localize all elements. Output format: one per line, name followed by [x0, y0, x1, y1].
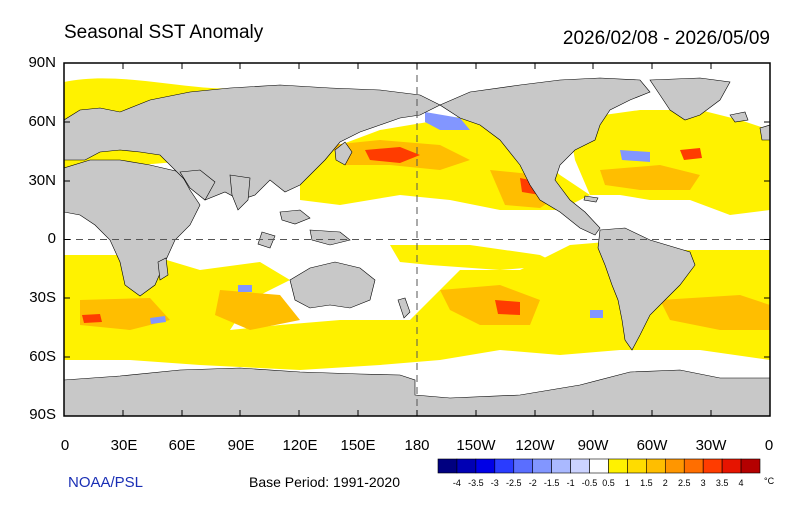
colorbar-swatch [646, 458, 666, 474]
north-america-land [439, 77, 651, 236]
colorbar-swatch [664, 458, 685, 474]
colorbar-swatch [551, 458, 571, 474]
colorbar-swatch [494, 458, 515, 474]
lon-label-60w: 60W [636, 437, 668, 454]
colorbar-tick-label: -2 [528, 478, 537, 488]
lat-label-equator: 0 [47, 230, 56, 247]
colorbar-swatch [721, 458, 742, 474]
colorbar-tick-label: -1.5 [543, 478, 560, 488]
lat-label-90n: 90N [28, 54, 56, 71]
colorbar-tick-label: 1.5 [640, 478, 653, 488]
colorbar-tick-label: -3 [490, 478, 499, 488]
colorbar-swatch [456, 458, 477, 474]
colorbar-tick-label: 4 [738, 478, 744, 488]
colorbar-tick-label: 1 [624, 478, 630, 488]
land-masses [64, 77, 770, 416]
lon-label-120w: 120W [515, 437, 555, 454]
colorbar-tick-label: -2.5 [505, 478, 522, 488]
colorbar-swatch [740, 458, 761, 474]
colorbar-swatch [683, 458, 704, 474]
colorbar-swatch [437, 458, 458, 474]
colorbar-tick-label: -4 [452, 478, 461, 488]
lat-ticks [64, 62, 770, 417]
colorbar-swatch [608, 458, 628, 474]
lat-label-30n: 30N [28, 172, 56, 189]
colorbar-swatch [513, 458, 534, 474]
colorbar-unit: °C [764, 476, 775, 486]
colorbar-tick-label: 0.5 [602, 478, 615, 488]
colorbar-tick-label: -3.5 [468, 478, 484, 488]
colorbar [437, 458, 761, 474]
cool-anomalies [150, 112, 650, 324]
lon-label-30e: 30E [110, 437, 138, 454]
lon-ticks [63, 63, 771, 416]
lon-label-120e: 120E [282, 437, 318, 454]
greenland-land [649, 77, 731, 121]
lon-label-30w: 30W [695, 437, 727, 454]
antarctica-land [64, 367, 770, 416]
lon-label-150e: 150E [340, 437, 376, 454]
lon-label-0-east: 0 [764, 437, 774, 454]
lon-label-0: 0 [60, 437, 70, 454]
south-america-land [597, 227, 696, 351]
page-title: Seasonal SST Anomaly [64, 22, 264, 43]
lat-label-60n: 60N [28, 113, 56, 130]
colorbar-tick-label: 2.5 [677, 478, 691, 488]
lat-label-60s: 60S [29, 348, 56, 365]
lat-label-90s: 90S [29, 406, 56, 423]
colorbar-tick-label: 3 [700, 478, 706, 488]
colorbar-tick-label: 3.5 [715, 478, 729, 488]
date-range: 2026/02/08 - 2026/05/09 [562, 28, 770, 49]
lon-label-180: 180 [404, 437, 430, 454]
eurasia-land [64, 84, 441, 201]
colorbar-swatch [589, 458, 609, 474]
colorbar-tick-label: -0.5 [581, 478, 598, 488]
lon-label-60e: 60E [168, 437, 196, 454]
credit-label: NOAA/PSL [68, 474, 144, 491]
australia-land [289, 261, 376, 309]
colorbar-swatch [627, 458, 647, 474]
colorbar-tick-label: -1 [566, 478, 575, 488]
lon-label-90w: 90W [577, 437, 609, 454]
lon-label-150w: 150W [456, 437, 496, 454]
colorbar-swatch [570, 458, 590, 474]
colorbar-swatch [532, 458, 552, 474]
colorbar-swatch [702, 458, 723, 474]
lon-label-90e: 90E [227, 437, 255, 454]
base-period-label: Base Period: 1991-2020 [249, 474, 400, 490]
colorbar-tick-label: 2 [662, 478, 668, 488]
colorbar-swatch [475, 458, 496, 474]
lat-label-30s: 30S [29, 289, 56, 306]
